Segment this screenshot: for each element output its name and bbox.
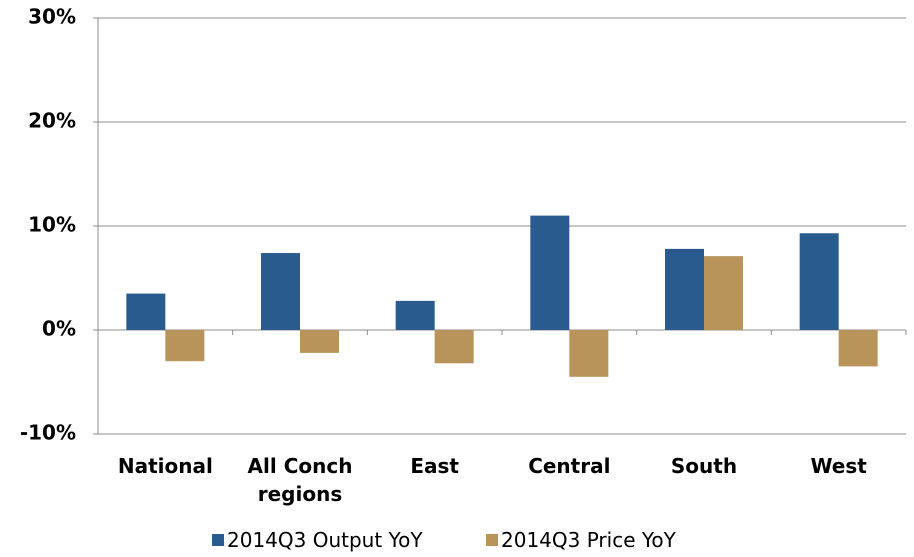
bar bbox=[165, 330, 205, 362]
y-tick-label: 0% bbox=[42, 317, 76, 341]
bar bbox=[126, 293, 166, 330]
bar bbox=[665, 248, 704, 330]
bar bbox=[530, 215, 570, 330]
legend-label: 2014Q3 Price YoY bbox=[501, 528, 676, 552]
legend-item: 2014Q3 Output YoY bbox=[212, 528, 423, 552]
bar bbox=[704, 256, 743, 330]
legend-swatch bbox=[486, 534, 498, 546]
bar bbox=[261, 253, 300, 330]
x-tick-label: Central bbox=[528, 454, 611, 478]
y-tick-label: 20% bbox=[28, 109, 76, 133]
y-tick-label: 10% bbox=[28, 213, 76, 237]
legend-swatch bbox=[212, 534, 224, 546]
x-tick-label: East bbox=[410, 454, 459, 478]
y-tick-label: 30% bbox=[28, 5, 76, 29]
bar bbox=[838, 330, 878, 367]
legend-label: 2014Q3 Output YoY bbox=[227, 528, 423, 552]
bar bbox=[434, 330, 474, 364]
bar bbox=[569, 330, 609, 377]
bar bbox=[300, 330, 339, 353]
legend-item: 2014Q3 Price YoY bbox=[486, 528, 676, 552]
x-tick-label: All Conch regions bbox=[247, 454, 353, 506]
bar bbox=[799, 233, 839, 330]
x-tick-label: National bbox=[117, 454, 213, 478]
x-tick-label: West bbox=[810, 454, 867, 478]
bar bbox=[395, 300, 435, 330]
x-tick-label: South bbox=[670, 454, 738, 478]
y-tick-label: -10% bbox=[20, 421, 76, 445]
